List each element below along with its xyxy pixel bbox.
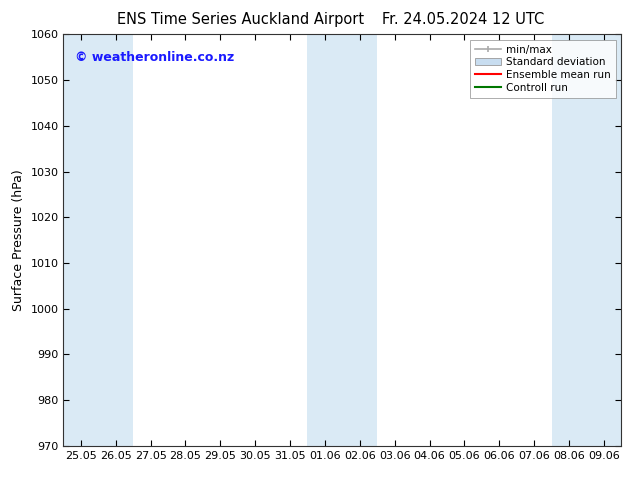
Text: ENS Time Series Auckland Airport: ENS Time Series Auckland Airport bbox=[117, 12, 365, 27]
Bar bbox=[63, 34, 98, 446]
Bar bbox=[307, 34, 342, 446]
Text: Fr. 24.05.2024 12 UTC: Fr. 24.05.2024 12 UTC bbox=[382, 12, 544, 27]
Legend: min/max, Standard deviation, Ensemble mean run, Controll run: min/max, Standard deviation, Ensemble me… bbox=[470, 40, 616, 98]
Bar bbox=[586, 34, 621, 446]
Text: © weatheronline.co.nz: © weatheronline.co.nz bbox=[75, 51, 234, 64]
Y-axis label: Surface Pressure (hPa): Surface Pressure (hPa) bbox=[12, 169, 25, 311]
Bar bbox=[98, 34, 133, 446]
Bar bbox=[552, 34, 586, 446]
Bar bbox=[342, 34, 377, 446]
